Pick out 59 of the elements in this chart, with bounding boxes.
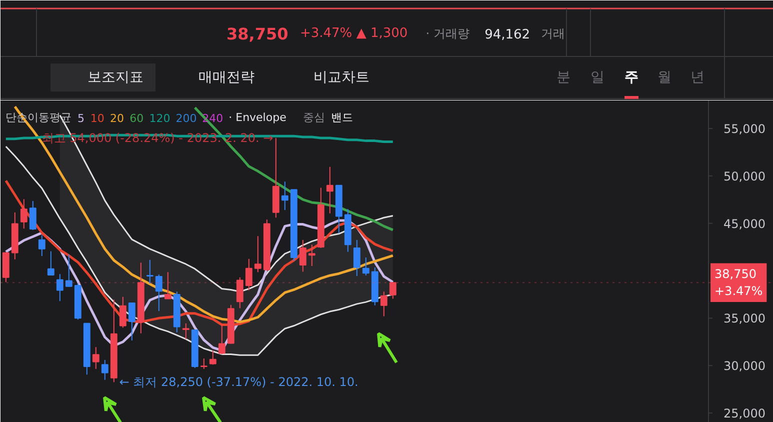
y-tick-label: 30,000 <box>724 359 766 374</box>
text: 년 <box>690 70 704 86</box>
text: 보조지표 <box>88 70 144 86</box>
candlestick <box>38 234 46 257</box>
y-tick-label: 25,000 <box>724 406 766 421</box>
y-tick-label: 45,000 <box>724 216 766 231</box>
text: 60 <box>130 112 144 125</box>
candlestick <box>119 296 126 328</box>
text: 월 <box>658 70 672 86</box>
text: 38,750 <box>226 24 288 44</box>
candlestick <box>47 250 54 276</box>
candlestick <box>164 272 172 300</box>
candlestick <box>101 359 108 380</box>
annotation: 밴드 <box>330 111 353 124</box>
candlestick <box>200 358 208 370</box>
annotation: 중심 <box>302 111 325 124</box>
candlestick <box>218 324 226 355</box>
text: 10 <box>90 112 104 125</box>
annotation: ← 최저 28,250 (-37.17%) - 2022. 10. 10. <box>119 375 358 390</box>
candlestick <box>236 276 244 309</box>
text: 비교차트 <box>314 70 370 86</box>
y-tick-label: 50,000 <box>724 169 766 184</box>
candlestick <box>254 236 262 273</box>
text: · 거래량 <box>426 26 470 40</box>
y-tick-label: 55,000 <box>724 122 766 136</box>
y-tick-label: 35,000 <box>724 312 766 326</box>
candlestick <box>281 181 288 211</box>
text: 20 <box>110 112 124 125</box>
text: ▲ 1,300 <box>356 26 408 41</box>
candlestick <box>362 256 370 276</box>
candlestick <box>380 291 388 317</box>
candlestick <box>128 302 136 341</box>
candlestick <box>65 254 72 288</box>
text: 5 <box>78 112 84 125</box>
candlestick <box>389 282 396 300</box>
annotation: 200 <box>176 112 197 125</box>
annotation: · Envelope <box>228 111 287 124</box>
text: 주 <box>624 70 638 86</box>
candlestick <box>92 346 100 370</box>
candlestick <box>56 274 64 302</box>
candlestick <box>155 274 162 312</box>
candlestick <box>182 322 190 340</box>
text: 분 <box>556 70 570 86</box>
candlestick <box>353 239 360 276</box>
text: +3.47% <box>300 26 352 41</box>
text: 94,162 <box>484 28 530 42</box>
candlestick <box>299 239 306 272</box>
candlestick <box>209 350 216 366</box>
candlestick <box>308 244 316 267</box>
text: 거래 <box>540 26 565 40</box>
series-label: 120 <box>149 112 170 125</box>
candlestick <box>20 198 28 230</box>
text: 매매전략 <box>198 70 254 86</box>
candlestick <box>326 166 334 214</box>
candlestick <box>29 200 36 230</box>
candlestick <box>245 258 252 291</box>
text: 일 <box>590 70 604 86</box>
candlestick <box>146 259 154 284</box>
ref-line-label: 38,750 +3.47% <box>714 267 763 298</box>
